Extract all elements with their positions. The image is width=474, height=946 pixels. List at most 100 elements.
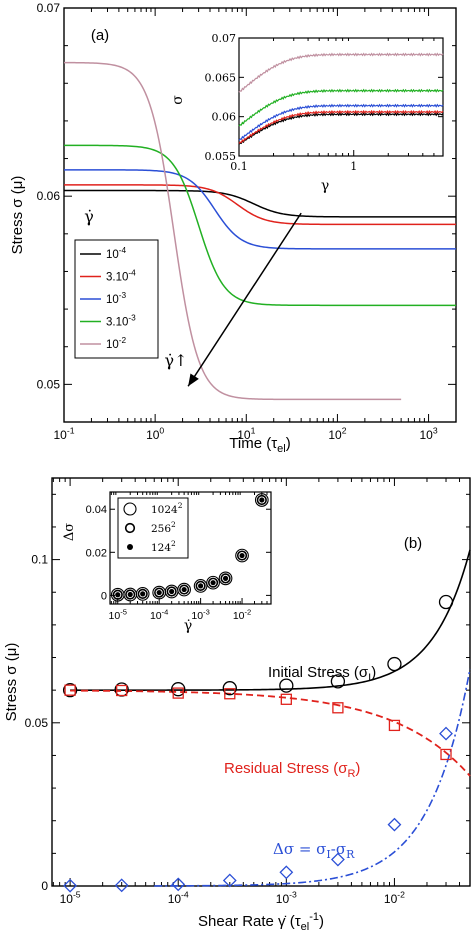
panel-a-legend-entry-base: 3.10 [106, 317, 128, 329]
panel-a-series-4-line [64, 61, 402, 401]
panel-b-inset-xtick-label-exp: -3 [203, 607, 210, 616]
panel-b-xlabel-main: Shear Rate γ̇ (τ [198, 913, 301, 930]
panel-b-frame [51, 477, 471, 887]
panel-b-xtick-label-exp: -2 [397, 890, 405, 900]
panel-a-inset-series-1-line [238, 109, 444, 144]
panel-a-ylabel: Stress σ (μ) [9, 176, 26, 255]
panel-b-xtick-label-exp: -5 [73, 890, 81, 900]
panel-b-inset-legend-label-exp: 2 [171, 539, 176, 548]
panel-b-initial-point [62, 683, 78, 698]
panel-a-xlabel-main: Time (τ [229, 435, 277, 452]
panel-b-inset-point-256 [166, 586, 177, 597]
panel-a-xlabel-sub: el [277, 443, 286, 455]
panel-b-delta-point [114, 878, 129, 893]
panel-a-xtick-label: 101 [237, 426, 255, 442]
panel-b-xlabel-end: ) [319, 913, 324, 930]
panel-a-inset-ytick-label: 0.06 [212, 111, 237, 124]
panel-b-delta-label-4: R [346, 848, 355, 861]
panel-b-inset-xtick-label: 10-5 [109, 607, 127, 622]
panel-b-inset-legend-label-base: 256 [151, 523, 171, 535]
panel-a-xtick-label-exp: 3 [433, 426, 438, 436]
panel-b-inset-point-124 [198, 583, 204, 589]
panel-b-inset-legend-label-base: 1024 [151, 504, 178, 516]
panel-a-inset-xtick-label: 0.1 [230, 160, 248, 173]
panel-a-label: (a) [91, 27, 109, 44]
panel-b-xtick-label-base: 10 [60, 892, 74, 906]
panel-a-inset: 0.1 1 0.055 0.06 0.065 0.07 γ σ [170, 32, 444, 194]
panel-b-inset-xtick-label: 10-2 [233, 607, 251, 622]
panel-b-initial-point [387, 656, 402, 672]
panel-b-inset-ytick-label: 0 [101, 590, 107, 602]
panel-a-inset-series-0-line [238, 112, 444, 145]
panel-a-inset-series-4-line [238, 52, 444, 93]
panel-b-delta-point [330, 852, 345, 867]
panel-a-arrow-line [187, 212, 302, 387]
panel-b-xtick-label-exp: -4 [181, 890, 189, 900]
panel-b-inset-point-124 [140, 591, 146, 597]
panel-a-xlabel-end: ) [286, 435, 291, 452]
panel-b-initial-point [279, 678, 294, 693]
panel-a-xlabel: Time (τel) [229, 435, 290, 455]
panel-b-ylabel: Stress σ (μ) [3, 643, 20, 722]
panel-b-inset: 10-5 10-4 10-3 10-200.020.04γ̇Δσ10242256212… [62, 491, 272, 634]
panel-b-residual-label-end: ) [355, 760, 360, 777]
panel-b-inset-point-1024 [235, 548, 249, 563]
panel-b-inset-xtick-label-exp: -2 [245, 607, 252, 616]
panel-b-initial-point [222, 681, 237, 696]
panel-a-legend-entry-exp: -4 [128, 268, 136, 277]
panel-b-inset-point-256 [179, 584, 190, 595]
panel-a-legend-entry-exp: -2 [119, 336, 127, 345]
panel-a-xtick-label-base: 10 [237, 428, 251, 442]
panel-b-inset-xtick-label: 10-4 [150, 607, 168, 622]
panel-b-inset-xtick-label-base: 10 [109, 610, 121, 622]
panel-a-xtick-label: 102 [328, 426, 346, 442]
panel-b-xtick-label: 10-5 [60, 890, 81, 906]
panel-a-series-2-line [64, 169, 456, 250]
panel-a-inset-ytick-label: 0.07 [212, 32, 237, 45]
panel-a-inset-ytick-label: 0.055 [205, 150, 237, 163]
panel-b-inset-xlabel: γ̇ [184, 618, 192, 634]
panel-b-inset-legend-marker [124, 522, 136, 534]
panel-b-inset-ytick-label: 0.02 [86, 547, 107, 559]
panel-b-initial-point [438, 594, 454, 610]
panel-b-label: (b) [404, 535, 422, 552]
panel-b-xtick-label-exp: -3 [289, 890, 297, 900]
panel-a-legend-title: γ̇ [84, 207, 94, 226]
panel-a-series-1-line [64, 184, 456, 226]
panel-b-inset-point-256 [112, 589, 123, 600]
panel-b-residual-label-sub: R [347, 768, 355, 780]
panel-b-xtick-label-base: 10 [384, 892, 398, 906]
panel-a-legend-entry: 3.10-3 [106, 313, 136, 328]
panel-a-legend-entry-exp: -3 [128, 313, 136, 322]
panel-b-xlabel-exp: -1 [309, 911, 319, 923]
panel-b-inset-xtick-label-base: 10 [233, 610, 245, 622]
panel-a-legend-entry: 10-3 [106, 291, 127, 306]
panel-b-initial-label-sub: I [368, 672, 371, 684]
panel-b-inset-point-124 [210, 580, 216, 586]
panel-b-inset-legend-label: 10242 [151, 501, 183, 516]
panel-b-ytick-label: 0 [41, 879, 48, 893]
panel-b-inset-point-256 [207, 577, 219, 588]
panel-b-inset-point-256 [236, 550, 248, 561]
panel-a-legend-entry-base: 10 [106, 339, 119, 351]
panel-a-frame [63, 7, 457, 423]
panel-b-residual-fit [70, 689, 471, 777]
panel-b-xtick-label: 10-3 [276, 890, 297, 906]
panel-a-inset-ylabel: σ [170, 95, 186, 105]
panel-b-initial-label-end: ) [371, 664, 376, 681]
panel-b-delta-point [439, 726, 453, 741]
panel-b-initial-point [171, 682, 186, 697]
panel-a-series-0-line [64, 189, 456, 218]
panel-b-residual-point [440, 748, 452, 761]
panel-b-delta-label-2: I [326, 848, 330, 861]
panel-a-arrow-label: γ̇↑ [165, 351, 188, 370]
panel-a-xtick-label-exp: 0 [159, 426, 164, 436]
panel-b-residual-point [224, 688, 236, 700]
panel-b-inset-point-124 [259, 497, 265, 503]
panel-b-inset-legend-label-base: 124 [151, 542, 171, 554]
panel-b-inset-legend-label-exp: 2 [171, 520, 176, 529]
panel-a-legend-entry: 10-2 [106, 336, 127, 351]
panel-b-inset-point-1024 [177, 582, 191, 597]
